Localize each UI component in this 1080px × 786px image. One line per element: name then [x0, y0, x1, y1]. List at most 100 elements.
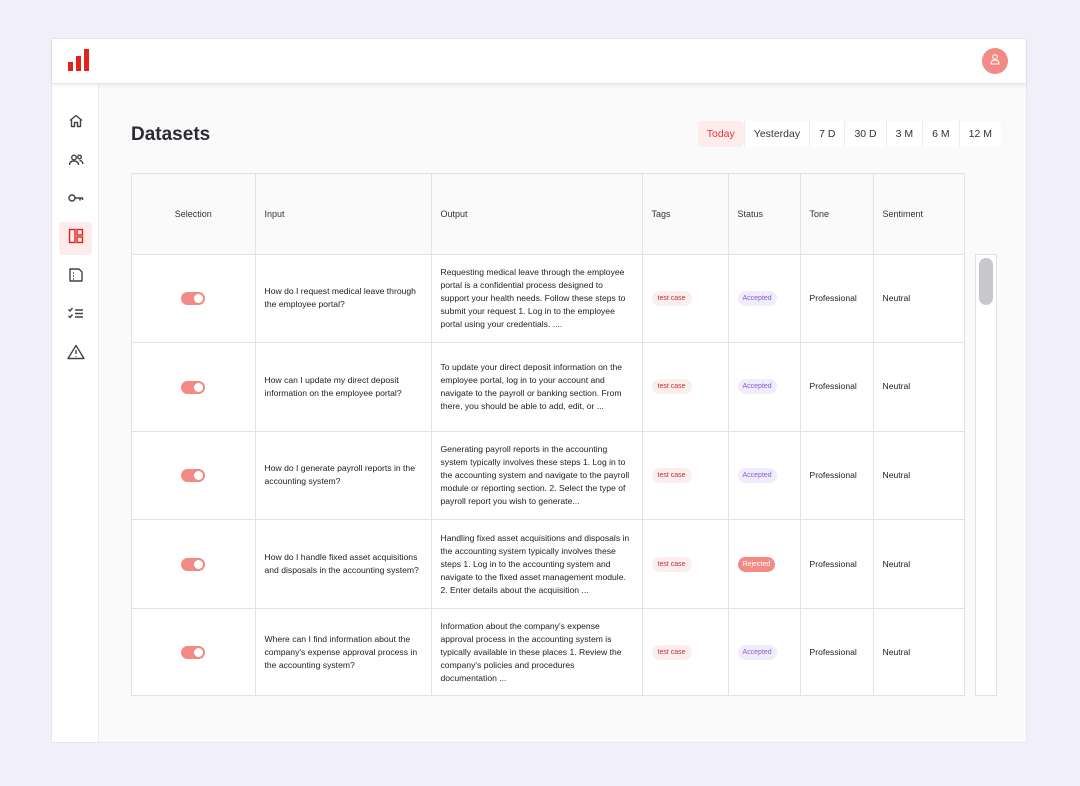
column-header-output[interactable]: Output	[431, 174, 643, 255]
output-cell: Handling fixed asset acquisitions and di…	[431, 519, 643, 609]
selection-toggle[interactable]	[181, 380, 206, 394]
page-title: Datasets	[131, 124, 211, 145]
dashboard-icon	[68, 228, 84, 249]
status-cell: Accepted	[728, 254, 801, 344]
sentiment-cell: Neutral	[873, 342, 964, 432]
toggle-knob	[194, 559, 204, 569]
table-row[interactable]: How do I handle fixed asset acquisitions…	[132, 519, 964, 609]
status-cell: Rejected	[728, 519, 801, 609]
user-icon	[989, 52, 1001, 70]
main-content: Datasets Today Yesterday 7 D 30 D 3 M 6 …	[99, 84, 1026, 742]
sentiment-cell: Neutral	[873, 254, 964, 344]
tag-badge[interactable]: test case	[651, 379, 692, 395]
tags-cell: test case	[642, 254, 729, 344]
input-cell: How do I generate payroll reports in the…	[255, 431, 432, 521]
range-yesterday[interactable]: Yesterday	[743, 121, 809, 147]
sentiment-cell: Neutral	[873, 431, 964, 521]
status-badge: Accepted	[737, 467, 777, 483]
table-row[interactable]: Where can I find information about the c…	[132, 608, 964, 695]
toggle-knob	[194, 382, 204, 392]
table-row[interactable]: How do I request medical leave through t…	[132, 254, 964, 344]
sidebar-item-alerts[interactable]	[59, 338, 92, 371]
sidebar-item-users[interactable]	[59, 146, 92, 179]
selection-toggle[interactable]	[181, 469, 206, 483]
sentiment-cell: Neutral	[873, 608, 964, 695]
sidebar-item-checklist[interactable]	[59, 299, 92, 332]
scrollbar-thumb[interactable]	[979, 258, 993, 305]
tag-badge[interactable]: test case	[651, 645, 692, 661]
input-cell: How can I update my direct deposit infor…	[255, 342, 432, 432]
input-cell: How do I handle fixed asset acquisitions…	[255, 519, 432, 609]
tone-cell: Professional	[800, 519, 874, 609]
selection-cell	[132, 608, 256, 695]
bar-chart-logo-icon[interactable]	[66, 48, 92, 72]
range-today[interactable]: Today	[697, 121, 744, 147]
input-cell: How do I request medical leave through t…	[255, 254, 432, 344]
table-scrollbar[interactable]	[975, 254, 997, 696]
column-header-input[interactable]: Input	[255, 174, 432, 255]
status-cell: Accepted	[728, 431, 801, 521]
sidebar-item-documents[interactable]	[59, 261, 92, 294]
top-bar	[52, 39, 1026, 84]
sentiment-cell: Neutral	[873, 519, 964, 609]
status-badge: Accepted	[737, 290, 777, 306]
tags-cell: test case	[642, 431, 729, 521]
selection-cell	[132, 431, 256, 521]
tags-cell: test case	[642, 608, 729, 695]
sidebar-item-keys[interactable]	[59, 184, 92, 217]
key-icon	[67, 190, 85, 211]
range-7d[interactable]: 7 D	[809, 121, 844, 147]
output-cell: Generating payroll reports in the accoun…	[431, 431, 643, 521]
status-cell: Accepted	[728, 342, 801, 432]
document-icon	[68, 267, 84, 288]
tone-cell: Professional	[800, 431, 874, 521]
table-header-row: Selection Input Output Tags Status Tone …	[132, 174, 964, 255]
toggle-knob	[194, 293, 204, 303]
table-row[interactable]: How do I generate payroll reports in the…	[132, 431, 964, 521]
app-window: Datasets Today Yesterday 7 D 30 D 3 M 6 …	[51, 38, 1027, 743]
selection-cell	[132, 519, 256, 609]
selection-toggle[interactable]	[181, 557, 206, 571]
output-cell: Requesting medical leave through the emp…	[431, 254, 643, 344]
selection-cell	[132, 254, 256, 344]
toggle-knob	[194, 648, 204, 658]
column-header-tone[interactable]: Tone	[800, 174, 874, 255]
checklist-icon	[67, 305, 85, 326]
range-30d[interactable]: 30 D	[844, 121, 885, 147]
tone-cell: Professional	[800, 608, 874, 695]
status-badge: Rejected	[737, 556, 776, 572]
range-3m[interactable]: 3 M	[885, 121, 923, 147]
tag-badge[interactable]: test case	[651, 556, 692, 572]
column-header-status[interactable]: Status	[728, 174, 801, 255]
column-header-sentiment[interactable]: Sentiment	[873, 174, 964, 255]
sidebar	[52, 84, 99, 742]
column-header-tags[interactable]: Tags	[642, 174, 729, 255]
tags-cell: test case	[642, 342, 729, 432]
status-badge: Accepted	[737, 379, 777, 395]
status-badge: Accepted	[737, 645, 777, 661]
users-icon	[68, 152, 84, 173]
input-cell: Where can I find information about the c…	[255, 608, 432, 695]
tags-cell: test case	[642, 519, 729, 609]
sidebar-item-home[interactable]	[59, 107, 92, 140]
tone-cell: Professional	[800, 342, 874, 432]
selection-cell	[132, 342, 256, 432]
home-icon	[68, 113, 84, 134]
datasets-table: Selection Input Output Tags Status Tone …	[131, 173, 965, 696]
tag-badge[interactable]: test case	[651, 290, 692, 306]
selection-toggle[interactable]	[181, 291, 206, 305]
sidebar-item-datasets[interactable]	[59, 222, 92, 255]
tag-badge[interactable]: test case	[651, 467, 692, 483]
tone-cell: Professional	[800, 254, 874, 344]
warning-icon	[66, 344, 85, 365]
range-12m[interactable]: 12 M	[958, 121, 1001, 147]
table-row[interactable]: How can I update my direct deposit infor…	[132, 342, 964, 432]
column-header-selection[interactable]: Selection	[132, 174, 256, 255]
selection-toggle[interactable]	[181, 646, 206, 660]
date-range-selector: Today Yesterday 7 D 30 D 3 M 6 M 12 M	[697, 121, 1001, 147]
toggle-knob	[194, 471, 204, 481]
avatar[interactable]	[982, 48, 1008, 74]
status-cell: Accepted	[728, 608, 801, 695]
output-cell: Information about the company's expense …	[431, 608, 643, 695]
range-6m[interactable]: 6 M	[922, 121, 959, 147]
